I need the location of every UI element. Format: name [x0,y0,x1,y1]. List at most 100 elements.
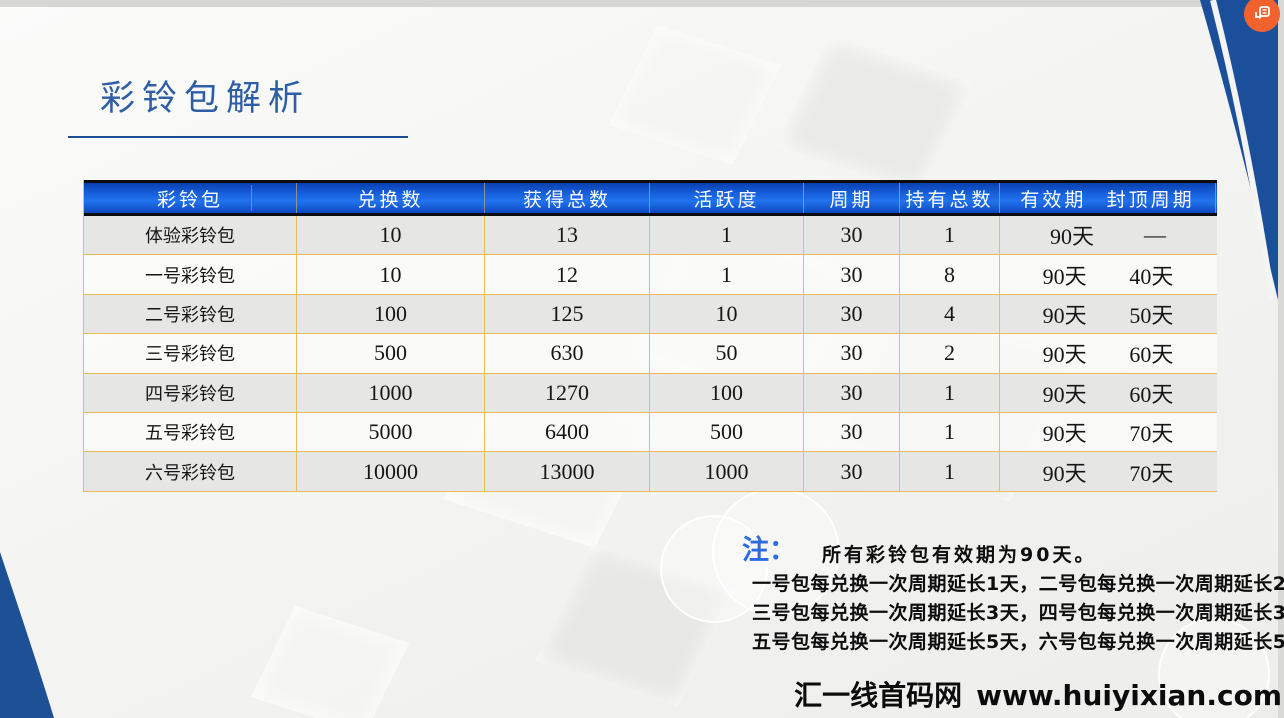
cell-validity-cap: 90天 40天 [1000,255,1216,293]
cell-total: 125 [485,294,650,334]
cell-hold: 4 [900,294,1000,334]
cell-package: 五号彩铃包 [84,412,297,452]
cell-total: 13 [485,216,650,255]
header-redeem: 兑换数 [297,183,485,213]
cell-validity-cap: 90天 — [1000,216,1216,254]
table-row: 一号彩铃包 10 12 1 30 8 90天 40天 [84,255,1217,295]
cell-activity: 1 [650,216,804,255]
cell-hold: 8 [900,255,1000,294]
header-hold: 持有总数 [900,183,1000,213]
cell-validity-cap: 90天 70天 [1000,413,1216,451]
cell-activity: 10 [650,294,804,334]
watermark-url: www.huiyixian.com [976,679,1282,712]
header-total: 获得总数 [485,183,650,213]
cell-activity: 1000 [650,452,804,491]
cell-validity: 90天 [1042,421,1087,447]
cell-cycle: 30 [804,255,900,294]
cell-validity: 90天 [1042,381,1087,407]
table-row: 五号彩铃包 5000 6400 500 30 1 90天 70天 [84,412,1217,453]
cell-activity: 500 [650,412,804,452]
cell-package: 一号彩铃包 [84,255,297,294]
title-underline [68,136,408,138]
note-line: 三号包每兑换一次周期延长3天，四号包每兑换一次周期延长3天， [752,602,1284,624]
cell-validity-cap: 90天 50天 [1000,295,1216,333]
note-label: 注： [742,535,796,566]
table-header-row: 彩铃包 兑换数 获得总数 活跃度 周期 持有总数 有效期 封顶周期 [84,180,1217,216]
decor-cube [608,24,782,166]
cell-total: 6400 [485,412,650,452]
cell-total: 13000 [485,452,650,491]
cell-validity: 90天 [1049,224,1094,250]
note-line: 五号包每兑换一次周期延长5天，六号包每兑换一次周期延长5天。 [752,631,1284,653]
frame-strip-right [1278,0,1284,718]
cell-cap: 40天 [1129,263,1174,289]
table-row: 体验彩铃包 10 13 1 30 1 90天 — [84,216,1217,256]
cell-total: 1270 [485,373,650,412]
table-row: 四号彩铃包 1000 1270 100 30 1 90天 60天 [84,373,1217,413]
note-body: 一号包每兑换一次周期延长1天，二号包每兑换一次周期延长2天， 三号包每兑换一次周… [752,570,1284,657]
cell-validity: 90天 [1042,342,1087,368]
cell-cap: 60天 [1129,381,1174,407]
cell-validity-cap: 90天 70天 [1000,452,1216,490]
frame-strip-top [0,0,1284,7]
cell-hold: 1 [900,412,1000,452]
cell-redeem: 5000 [297,412,485,452]
cell-total: 630 [485,334,650,373]
cell-hold: 1 [900,216,1000,255]
cell-package: 三号彩铃包 [84,334,297,373]
header-activity: 活跃度 [650,183,804,213]
cell-cap: 70天 [1129,421,1174,447]
cell-validity: 90天 [1042,302,1087,328]
cell-redeem: 10 [297,216,485,255]
cell-activity: 100 [650,373,804,412]
cell-cap: — [1143,222,1166,248]
cell-package: 体验彩铃包 [84,216,297,255]
cell-cap: 60天 [1129,342,1174,368]
watermark: 汇一线首码网 www.huiyixian.com [794,674,1282,714]
ringtone-package-table: 彩铃包 兑换数 获得总数 活跃度 周期 持有总数 有效期 封顶周期 体验彩铃包 … [83,180,1217,492]
cell-total: 12 [485,255,650,294]
cell-cycle: 30 [804,294,900,334]
cell-activity: 1 [650,255,804,294]
cell-cycle: 30 [804,373,900,412]
decor-circle [712,488,840,616]
watermark-site-name: 汇一线首码网 [794,679,963,712]
cell-cap: 70天 [1129,460,1174,486]
cell-package: 四号彩铃包 [84,373,297,412]
header-divider [251,185,252,211]
table-row: 六号彩铃包 10000 13000 1000 30 1 90天 70天 [84,452,1217,492]
cell-hold: 1 [900,452,1000,491]
header-cap: 封顶周期 [1106,189,1195,211]
cell-redeem: 10000 [297,452,485,491]
cell-cycle: 30 [804,334,900,373]
page-title: 彩铃包解析 [100,79,311,118]
note-headline: 所有彩铃包有效期为90天。 [822,544,1097,566]
cell-redeem: 10 [297,255,485,294]
header-package: 彩铃包 [84,183,297,213]
cell-validity-cap: 90天 60天 [1000,374,1216,412]
table-row: 三号彩铃包 500 630 50 30 2 90天 60天 [84,334,1217,374]
note-line: 一号包每兑换一次周期延长1天，二号包每兑换一次周期延长2天， [752,573,1284,595]
header-validity: 有效期 [1020,189,1087,211]
header-validity-cap: 有效期 封顶周期 [1000,183,1216,213]
cell-package: 六号彩铃包 [84,452,297,491]
header-cycle: 周期 [804,183,900,213]
cell-activity: 50 [650,334,804,373]
cell-cycle: 30 [804,452,900,491]
cell-cycle: 30 [804,216,900,255]
cell-redeem: 500 [297,334,485,373]
decor-circle [1158,618,1270,718]
cell-cap: 50天 [1129,302,1174,328]
cell-redeem: 1000 [297,373,485,412]
cell-redeem: 100 [297,294,485,334]
cell-validity: 90天 [1042,263,1087,289]
table-row: 二号彩铃包 100 125 10 30 4 90天 50天 [84,294,1217,335]
cell-package: 二号彩铃包 [84,294,297,334]
decor-cube [250,606,410,718]
cell-validity-cap: 90天 60天 [1000,334,1216,372]
share-forward-icon[interactable] [1244,0,1280,32]
cell-validity: 90天 [1042,460,1087,486]
decor-cube [777,37,973,193]
cell-hold: 2 [900,334,1000,373]
